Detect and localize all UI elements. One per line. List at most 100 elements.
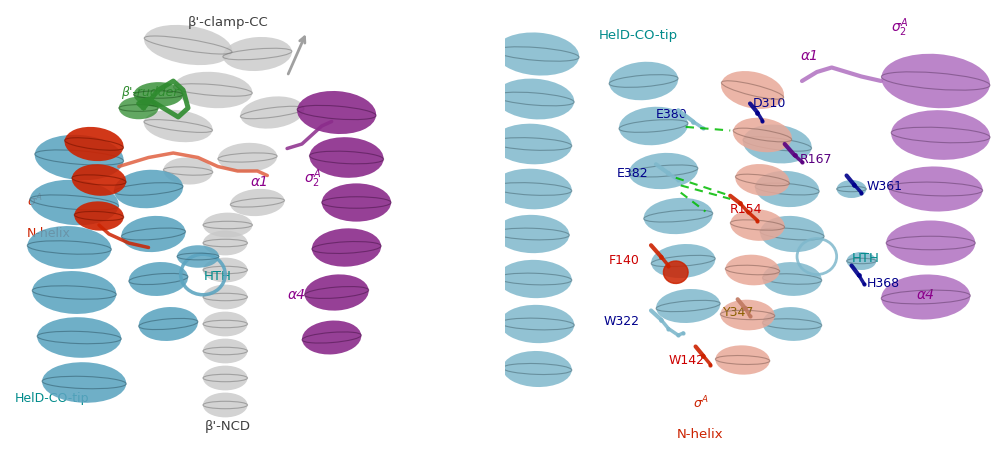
Ellipse shape bbox=[203, 257, 248, 283]
Ellipse shape bbox=[886, 220, 975, 266]
Text: β'-NCD: β'-NCD bbox=[205, 420, 251, 433]
Ellipse shape bbox=[203, 392, 248, 418]
Text: E380: E380 bbox=[656, 108, 688, 121]
Ellipse shape bbox=[37, 317, 121, 358]
Ellipse shape bbox=[730, 209, 785, 241]
Ellipse shape bbox=[322, 184, 391, 221]
Ellipse shape bbox=[32, 271, 116, 314]
Text: HTH: HTH bbox=[852, 252, 879, 265]
Text: E382: E382 bbox=[616, 167, 648, 180]
Ellipse shape bbox=[755, 171, 819, 207]
Text: HTH: HTH bbox=[204, 270, 232, 283]
Text: β'-clamp-CC: β'-clamp-CC bbox=[187, 16, 268, 29]
Ellipse shape bbox=[651, 244, 715, 278]
Ellipse shape bbox=[721, 71, 784, 109]
Text: $\sigma^A_2$: $\sigma^A_2$ bbox=[304, 167, 322, 190]
Text: HelD-CO-tip: HelD-CO-tip bbox=[599, 29, 678, 42]
Polygon shape bbox=[663, 261, 688, 284]
Ellipse shape bbox=[203, 230, 248, 256]
Ellipse shape bbox=[762, 307, 822, 341]
Ellipse shape bbox=[35, 135, 124, 180]
Ellipse shape bbox=[230, 189, 285, 216]
Text: $\sigma^A$: $\sigma^A$ bbox=[693, 395, 708, 412]
Ellipse shape bbox=[495, 79, 574, 119]
Ellipse shape bbox=[30, 180, 119, 225]
Text: N-helix: N-helix bbox=[27, 227, 71, 240]
Ellipse shape bbox=[203, 338, 248, 364]
Ellipse shape bbox=[733, 118, 792, 152]
Ellipse shape bbox=[609, 62, 678, 100]
Ellipse shape bbox=[493, 124, 572, 164]
Ellipse shape bbox=[42, 362, 126, 403]
Ellipse shape bbox=[498, 260, 572, 298]
Ellipse shape bbox=[735, 164, 789, 196]
Ellipse shape bbox=[493, 169, 572, 209]
Text: W142: W142 bbox=[668, 354, 704, 366]
Ellipse shape bbox=[119, 97, 158, 119]
Ellipse shape bbox=[760, 216, 824, 252]
Ellipse shape bbox=[297, 91, 376, 134]
Text: W322: W322 bbox=[604, 315, 640, 328]
Text: D310: D310 bbox=[753, 97, 786, 110]
Ellipse shape bbox=[163, 158, 213, 184]
Ellipse shape bbox=[114, 170, 183, 208]
Ellipse shape bbox=[503, 351, 572, 387]
Ellipse shape bbox=[203, 213, 252, 238]
Ellipse shape bbox=[720, 300, 775, 330]
Ellipse shape bbox=[881, 54, 990, 108]
Ellipse shape bbox=[203, 285, 248, 310]
Ellipse shape bbox=[203, 311, 248, 336]
Ellipse shape bbox=[27, 226, 111, 269]
Ellipse shape bbox=[891, 110, 990, 160]
Ellipse shape bbox=[500, 305, 574, 343]
Ellipse shape bbox=[309, 137, 384, 178]
Text: F140: F140 bbox=[609, 255, 640, 267]
Ellipse shape bbox=[656, 289, 720, 323]
Text: $\sigma^A$: $\sigma^A$ bbox=[27, 193, 43, 209]
Text: α1: α1 bbox=[251, 175, 269, 189]
Text: α1: α1 bbox=[800, 49, 818, 63]
Ellipse shape bbox=[762, 262, 822, 296]
Ellipse shape bbox=[743, 125, 812, 163]
Ellipse shape bbox=[177, 245, 219, 268]
Ellipse shape bbox=[144, 110, 213, 142]
Ellipse shape bbox=[173, 72, 252, 108]
Ellipse shape bbox=[847, 252, 876, 270]
Text: W361: W361 bbox=[866, 180, 902, 193]
Text: $\sigma^A_2$: $\sigma^A_2$ bbox=[891, 17, 909, 39]
Text: H368: H368 bbox=[866, 277, 899, 290]
Ellipse shape bbox=[837, 180, 866, 198]
Ellipse shape bbox=[495, 215, 569, 253]
Ellipse shape bbox=[302, 320, 361, 355]
Text: Y347: Y347 bbox=[723, 306, 754, 319]
Ellipse shape bbox=[725, 255, 780, 285]
Ellipse shape bbox=[305, 274, 369, 310]
Ellipse shape bbox=[72, 164, 126, 196]
Ellipse shape bbox=[144, 25, 232, 65]
Ellipse shape bbox=[65, 127, 124, 161]
Ellipse shape bbox=[74, 201, 124, 231]
Text: HelD-CO-tip: HelD-CO-tip bbox=[15, 392, 89, 405]
Ellipse shape bbox=[619, 107, 688, 145]
Ellipse shape bbox=[134, 82, 183, 107]
Ellipse shape bbox=[495, 32, 579, 76]
Ellipse shape bbox=[218, 143, 277, 172]
Ellipse shape bbox=[881, 274, 970, 320]
Text: N-helix: N-helix bbox=[677, 428, 724, 441]
Ellipse shape bbox=[629, 153, 698, 189]
Ellipse shape bbox=[203, 365, 248, 390]
Ellipse shape bbox=[121, 216, 186, 252]
Text: α4: α4 bbox=[917, 288, 935, 302]
Text: β'-rudder: β'-rudder bbox=[121, 86, 179, 99]
Ellipse shape bbox=[644, 198, 713, 234]
Text: R167: R167 bbox=[800, 153, 832, 166]
Text: α4: α4 bbox=[288, 288, 306, 302]
Ellipse shape bbox=[312, 228, 381, 267]
Ellipse shape bbox=[223, 37, 292, 71]
Ellipse shape bbox=[889, 166, 983, 212]
Ellipse shape bbox=[240, 96, 304, 129]
Text: R154: R154 bbox=[730, 203, 763, 216]
Ellipse shape bbox=[139, 307, 198, 341]
Ellipse shape bbox=[129, 262, 188, 296]
Ellipse shape bbox=[715, 345, 770, 375]
